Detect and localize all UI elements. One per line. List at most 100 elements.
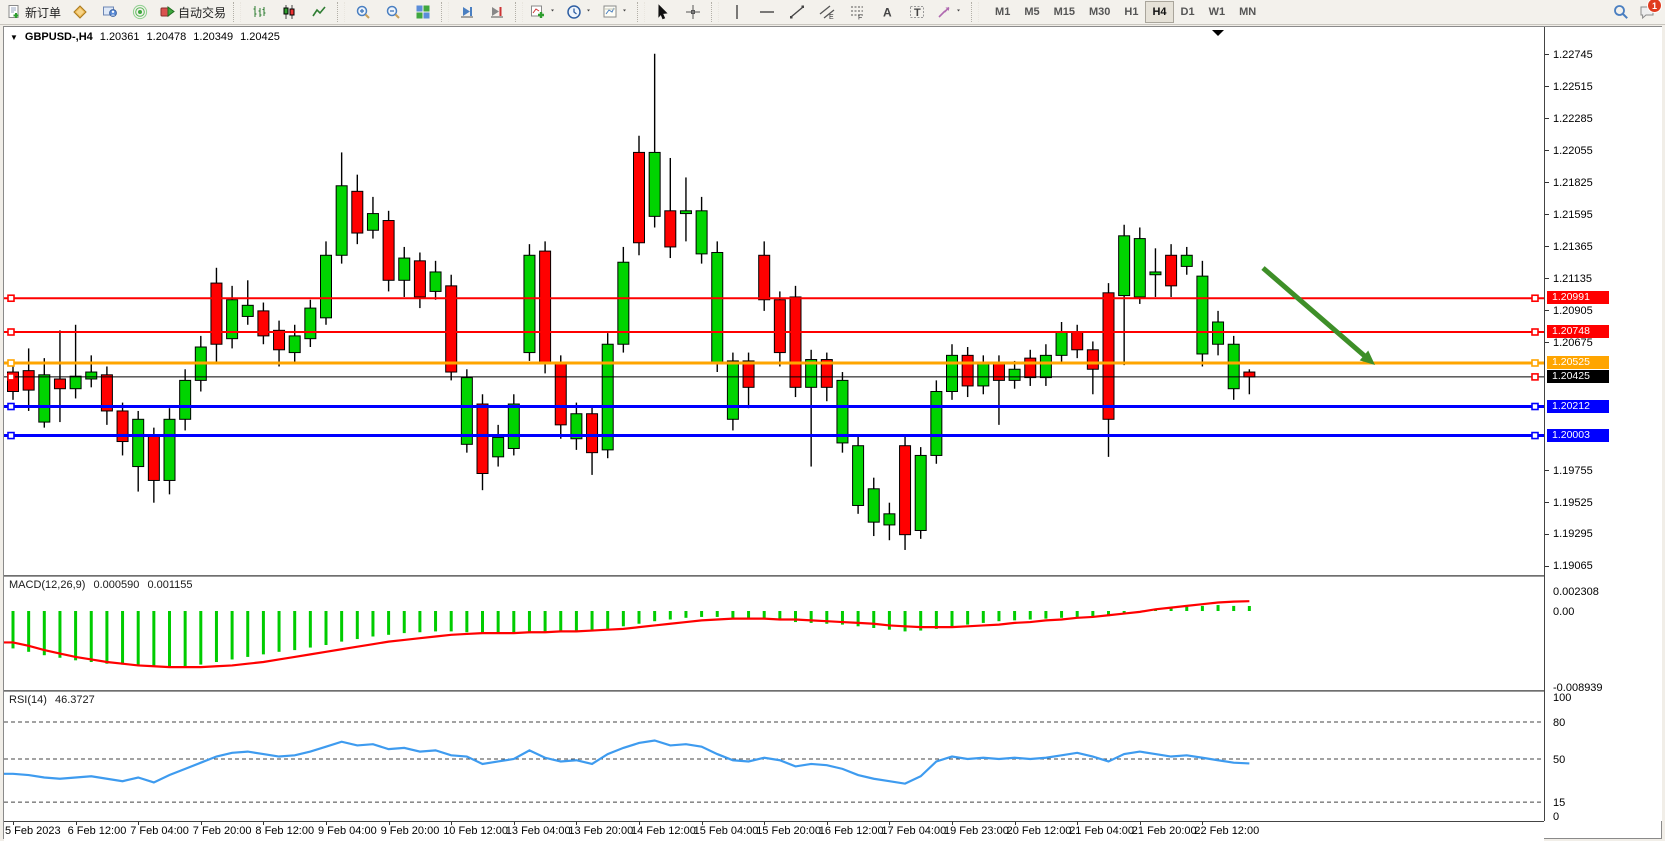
timeframe-w1[interactable]: W1 xyxy=(1208,6,1226,18)
candle xyxy=(914,447,927,539)
candle xyxy=(398,246,411,297)
time-axis[interactable]: 5 Feb 2023 6 Feb 12:00 7 Feb 04:00 7 Feb 20… xyxy=(4,821,1544,841)
symbol-readout: ▼ GBPUSD-,H4 1.20361 1.20478 1.20349 1.2… xyxy=(10,31,280,43)
support-line-1[interactable] xyxy=(4,402,1544,411)
collapse-triangle-icon[interactable]: ▼ xyxy=(10,32,18,42)
timeframe-m1[interactable]: M1 xyxy=(995,6,1011,18)
notifications-button[interactable]: 1 xyxy=(1639,0,1662,20)
down-arrow-annotation[interactable] xyxy=(1261,266,1375,365)
svg-text:F: F xyxy=(858,15,862,21)
candle xyxy=(773,291,786,367)
timeframe-d1[interactable]: D1 xyxy=(1180,6,1195,18)
cursor-button[interactable] xyxy=(648,0,678,24)
timeframe-h4[interactable]: H4 xyxy=(1145,1,1174,23)
time-tick xyxy=(1077,822,1079,825)
zoom-in-icon xyxy=(355,4,371,20)
line-chart-button[interactable] xyxy=(304,0,334,24)
deposit-button[interactable] xyxy=(65,0,95,24)
candle xyxy=(429,260,442,300)
candle xyxy=(805,349,818,467)
timeframe-m5[interactable]: M5 xyxy=(1024,6,1040,18)
time-label: 9 Feb 20:00 xyxy=(380,825,440,837)
line-handle[interactable] xyxy=(1531,402,1539,411)
channel-button[interactable]: E xyxy=(812,0,842,24)
timeframe-mn[interactable]: MN xyxy=(1239,6,1257,18)
candle xyxy=(1071,324,1084,359)
chart-shift-button[interactable] xyxy=(482,0,512,24)
price-tick: 1.21135 xyxy=(1545,273,1592,285)
line-handle[interactable] xyxy=(1531,373,1539,381)
resistance-line-2[interactable] xyxy=(4,328,1544,336)
text-button[interactable]: A xyxy=(872,0,902,24)
chart-shift-marker-icon[interactable] xyxy=(1212,30,1224,36)
candle xyxy=(273,320,286,367)
zoom-out-button[interactable] xyxy=(378,0,408,24)
price-tick: 1.20675 xyxy=(1545,337,1593,349)
line-handle[interactable] xyxy=(7,402,15,411)
autotrading-button[interactable]: 自动交易 xyxy=(155,0,230,24)
indicators-button[interactable] xyxy=(526,0,562,24)
community-button[interactable] xyxy=(95,0,125,24)
current-price-line[interactable] xyxy=(4,373,1544,381)
price-tick: 1.19755 xyxy=(1545,465,1593,477)
svg-text:E: E xyxy=(829,14,834,20)
crosshair-icon xyxy=(685,4,701,20)
line-handle[interactable] xyxy=(7,373,15,381)
new-order-icon xyxy=(6,4,22,20)
time-label: 8 Feb 12:00 xyxy=(255,825,315,837)
candle xyxy=(22,348,35,411)
pivot-line[interactable] xyxy=(4,359,1544,367)
vline-icon xyxy=(729,4,745,20)
signals-button[interactable] xyxy=(125,0,155,24)
pane-splitter[interactable] xyxy=(4,690,1544,692)
candle xyxy=(100,366,113,425)
candle xyxy=(946,344,958,400)
rsi-axis-label: 100 xyxy=(1553,692,1572,704)
line-handle[interactable] xyxy=(1531,328,1539,336)
timeframe-m30[interactable]: M30 xyxy=(1089,6,1111,18)
resistance-line-1[interactable] xyxy=(4,294,1544,303)
crosshair-button[interactable] xyxy=(678,0,708,24)
vline-button[interactable] xyxy=(722,0,752,24)
hline-button[interactable] xyxy=(752,0,782,24)
candle xyxy=(507,394,520,456)
candle xyxy=(633,135,645,256)
line-handle[interactable] xyxy=(7,431,15,440)
trendline-button[interactable] xyxy=(782,0,812,24)
line-handle[interactable] xyxy=(1531,431,1539,440)
price-tick: 1.19065 xyxy=(1545,560,1593,572)
candle xyxy=(554,355,567,439)
candle xyxy=(1196,260,1209,367)
line-handle[interactable] xyxy=(7,359,15,367)
line-handle[interactable] xyxy=(7,294,15,303)
fibonacci-button[interactable]: F xyxy=(842,0,872,24)
price-scale-column[interactable]: 1.22745 1.22515 1.22285 1.22055 1.21825 1.215… xyxy=(1544,27,1662,823)
candle xyxy=(7,363,19,400)
templates-button[interactable] xyxy=(598,0,634,24)
candle xyxy=(742,352,755,409)
candle-chart-button[interactable] xyxy=(274,0,304,24)
bar-chart-button[interactable] xyxy=(244,0,274,24)
timeframe-m15[interactable]: M15 xyxy=(1053,6,1075,18)
candle xyxy=(132,410,145,492)
candle xyxy=(539,241,552,374)
line-handle[interactable] xyxy=(1531,294,1539,303)
new-order-button[interactable]: 新订单 xyxy=(2,0,65,24)
arrows-button[interactable] xyxy=(932,0,968,24)
timeframe-h1[interactable]: H1 xyxy=(1124,6,1139,18)
text-label-button[interactable]: T xyxy=(902,0,932,24)
zoom-in-button[interactable] xyxy=(348,0,378,24)
toolbar-separator xyxy=(233,2,242,22)
support-line-2[interactable] xyxy=(4,431,1544,440)
search-icon[interactable] xyxy=(1613,4,1629,20)
candle xyxy=(1212,310,1225,356)
auto-scroll-button[interactable] xyxy=(452,0,482,24)
line-handle[interactable] xyxy=(1531,359,1539,367)
periods-button[interactable] xyxy=(562,0,598,24)
line-handle[interactable] xyxy=(7,328,15,336)
candle xyxy=(1180,246,1193,275)
pane-splitter[interactable] xyxy=(4,575,1544,577)
price-tick: 1.19525 xyxy=(1545,497,1593,509)
time-label: 15 Feb 04:00 xyxy=(693,825,759,837)
tile-windows-button[interactable] xyxy=(408,0,438,24)
